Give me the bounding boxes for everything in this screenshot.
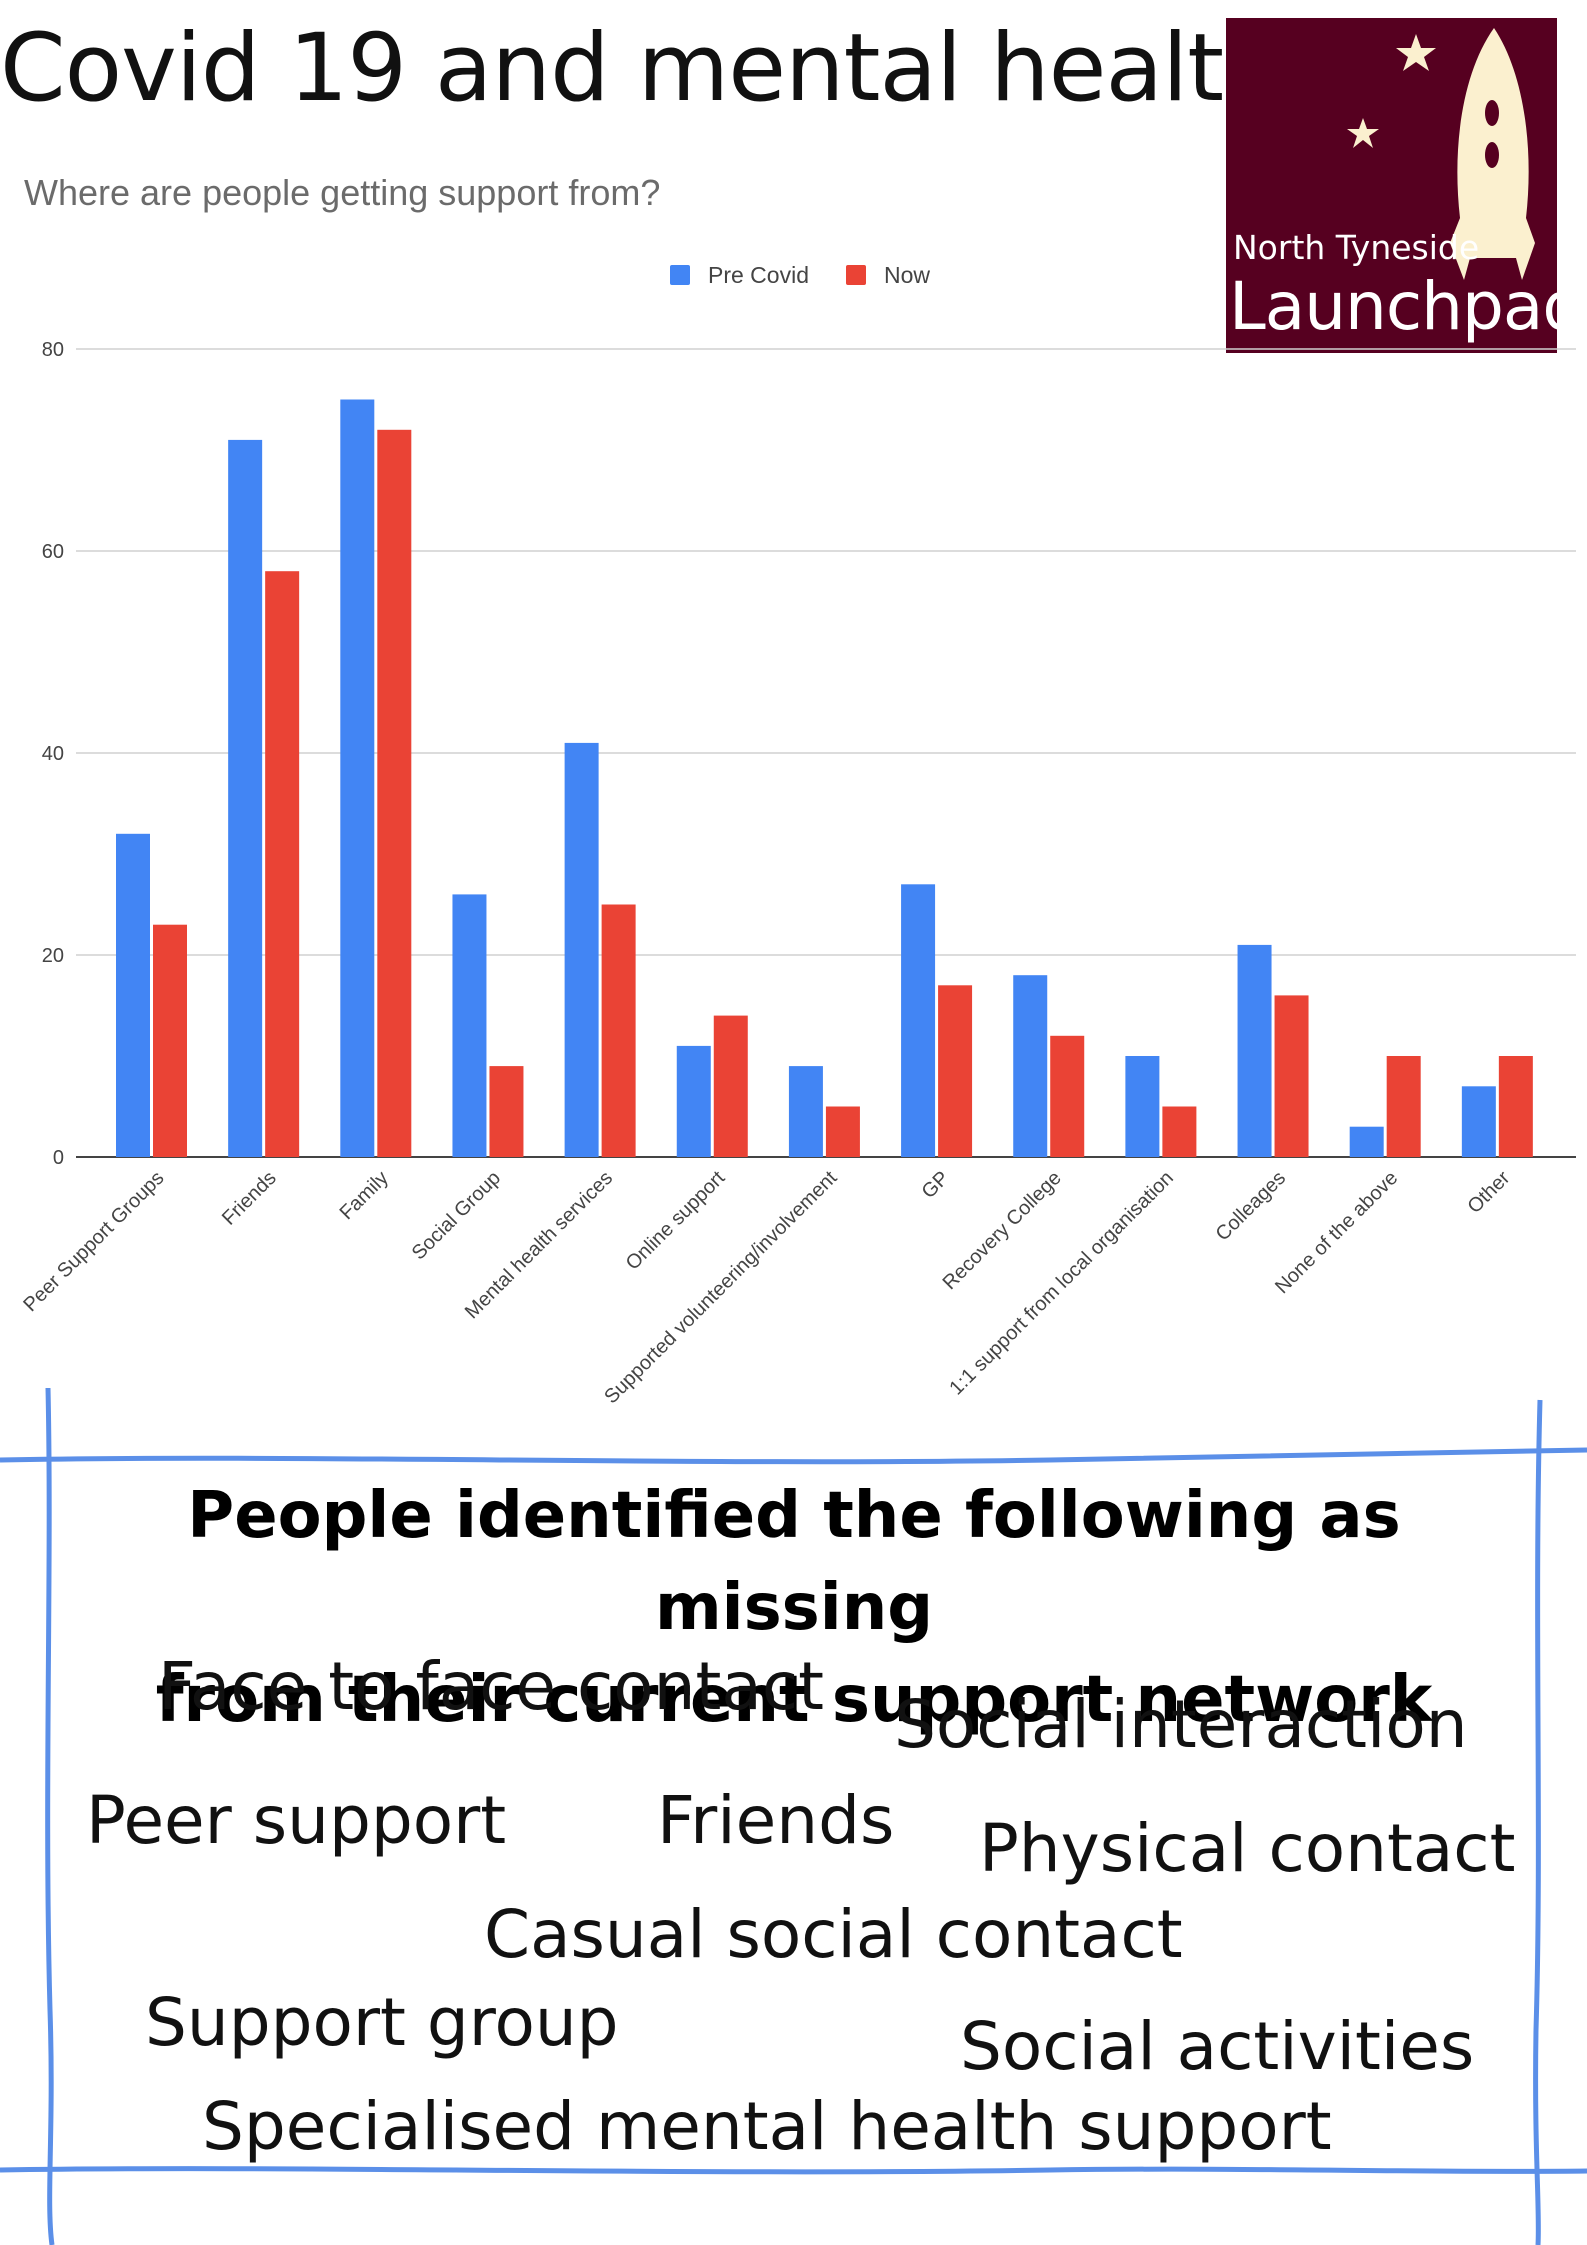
legend-swatch	[846, 265, 866, 285]
bar-now	[938, 985, 973, 1157]
y-tick-label: 0	[53, 1147, 64, 1169]
x-tick-label: 1:1 support from local organisation	[945, 1167, 1178, 1400]
bar-pre-covid	[1237, 944, 1272, 1157]
legend-label: Now	[884, 262, 930, 288]
bar-now	[1162, 1106, 1197, 1157]
y-tick-label: 20	[42, 945, 64, 967]
rocket-icon	[1347, 28, 1535, 280]
chart-legend: Pre Covid Now	[670, 262, 930, 288]
logo-line-1: North Tyneside	[1233, 228, 1480, 267]
bar-now	[489, 1066, 524, 1157]
chart-grid: 0 20 40 60 80	[42, 339, 1576, 1169]
x-tick-label: Colleages	[1212, 1167, 1290, 1245]
bar-now	[265, 571, 300, 1157]
x-tick-label: Friends	[218, 1167, 281, 1230]
chart-bars	[116, 399, 1533, 1157]
legend-swatch	[670, 265, 690, 285]
star-icon	[1396, 34, 1436, 71]
x-tick-label: None of the above	[1271, 1167, 1402, 1298]
x-tick-label: Recovery College	[939, 1167, 1066, 1294]
y-tick-label: 40	[42, 743, 64, 765]
bar-chart: 0 20 40 60 80 Peer Support Groups Friends Fami…	[19, 262, 1576, 1408]
logo-line-2: Launchpad	[1229, 268, 1557, 345]
bar-now	[825, 1106, 860, 1157]
missing-item: Physical contact	[979, 1810, 1516, 1887]
page-title: Covid 19 and mental health	[0, 14, 1283, 123]
missing-item: Face to face contact	[158, 1648, 824, 1725]
bar-pre-covid	[116, 833, 150, 1157]
missing-heading-line-1: People identified the following as missi…	[187, 1479, 1401, 1645]
bar-now	[1274, 995, 1309, 1157]
x-tick-label: Family	[336, 1167, 393, 1224]
missing-item: Specialised mental health support	[202, 2088, 1332, 2165]
missing-item: Social activities	[960, 2008, 1475, 2085]
bar-now	[377, 429, 412, 1157]
missing-item: Friends	[657, 1782, 895, 1859]
x-tick-label: Online support	[622, 1167, 730, 1275]
bar-now	[153, 924, 187, 1157]
bar-pre-covid	[340, 399, 375, 1157]
bar-pre-covid	[788, 1066, 823, 1157]
bar-pre-covid	[564, 742, 599, 1157]
bar-pre-covid	[1349, 1126, 1384, 1157]
missing-item: Peer support	[86, 1782, 507, 1859]
panel-border	[0, 1387, 1587, 2245]
bar-now	[1386, 1056, 1421, 1157]
bar-now	[601, 904, 636, 1157]
chart-title: Where are people getting support from?	[24, 172, 661, 213]
missing-item: Social interaction	[894, 1686, 1468, 1763]
bar-pre-covid	[1461, 1086, 1496, 1157]
y-tick-label: 60	[42, 541, 64, 563]
missing-heading: People identified the following as missi…	[40, 1470, 1548, 1746]
missing-heading-line-2: from their current support network	[155, 1663, 1433, 1737]
x-tick-label: GP	[918, 1167, 954, 1203]
legend-label: Pre Covid	[708, 262, 809, 288]
bar-pre-covid	[1013, 975, 1048, 1157]
bar-pre-covid	[676, 1045, 711, 1157]
x-tick-label: Social Group	[408, 1167, 505, 1264]
bar-now	[1498, 1056, 1533, 1157]
bar-pre-covid	[228, 439, 263, 1157]
launchpad-logo: North Tyneside Launchpad	[1226, 18, 1557, 353]
bar-now	[713, 1015, 748, 1157]
star-icon	[1347, 118, 1379, 148]
bar-pre-covid	[452, 894, 487, 1157]
bar-pre-covid	[1125, 1056, 1160, 1157]
bar-pre-covid	[901, 884, 936, 1157]
x-tick-label: Peer Support Groups	[19, 1167, 168, 1316]
missing-item: Casual social contact	[484, 1896, 1183, 1973]
y-tick-label: 80	[42, 339, 64, 361]
bar-now	[1050, 1035, 1085, 1157]
missing-item: Support group	[145, 1984, 619, 2061]
x-tick-label: Other	[1463, 1167, 1514, 1218]
